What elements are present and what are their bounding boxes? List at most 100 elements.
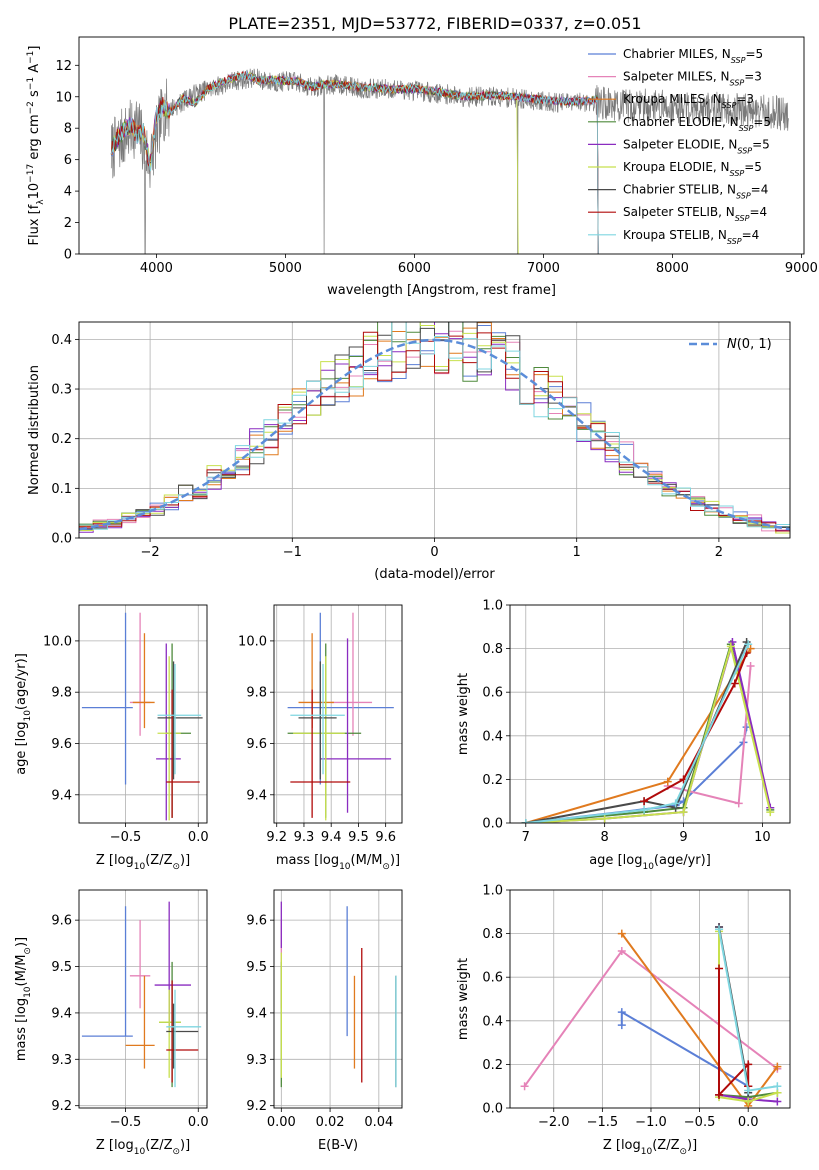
y-tick-label: 0.2 xyxy=(482,1058,503,1073)
axes-frame xyxy=(78,321,791,539)
y-tick-label: 9.6 xyxy=(246,914,267,929)
x-tick-label: −1.0 xyxy=(635,1115,667,1130)
y-tick-label: 9.4 xyxy=(51,1006,72,1021)
weight-marker xyxy=(728,638,737,647)
x-tick-label: 0.0 xyxy=(188,830,209,845)
label-part: Z [ xyxy=(96,1138,114,1153)
errorbar-kroupa-stelib xyxy=(166,989,202,1088)
errorbar-kroupa-stelib xyxy=(290,663,345,775)
x-tick-label: −2 xyxy=(141,545,160,560)
label-part: (M/M xyxy=(351,853,383,868)
x-tick-label: 9.2 xyxy=(266,830,287,845)
y-tick-label: 12 xyxy=(55,59,72,74)
label-part: mass weight xyxy=(456,958,471,1040)
label-part: Flux [f xyxy=(27,204,42,245)
legend-sub: SSP xyxy=(731,56,746,65)
y-tick-label: 0.4 xyxy=(482,729,503,744)
label-part: 10 xyxy=(27,183,42,200)
legend-model: Salpeter STELIB, N xyxy=(623,205,735,219)
errorbar-chabrier-stelib xyxy=(157,661,203,780)
label-part: Normed distribution xyxy=(27,365,42,495)
residual-hist-salpeter-elodie xyxy=(79,322,790,533)
x-tick-label: −1 xyxy=(283,545,302,560)
legend-nssp: =3 xyxy=(744,70,762,84)
y-tick-label: 9.4 xyxy=(246,1006,267,1021)
plot-area-mass_vs_ebv xyxy=(280,901,397,1088)
y-tick-label: 4 xyxy=(64,185,72,200)
y-tick-label: 0.2 xyxy=(482,773,503,788)
y-tick-label: 9.5 xyxy=(51,960,72,975)
legend-label: Salpeter STELIB, NSSP=4 xyxy=(623,205,767,223)
x-tick-label: 0.04 xyxy=(364,1115,393,1130)
errorbar-kroupa-elodie xyxy=(293,656,345,821)
errorbar-salpeter-stelib xyxy=(290,689,351,818)
legend-label: Kroupa MILES, NSSP=3 xyxy=(623,92,754,110)
label-part: 10 xyxy=(642,862,654,872)
axes-frame xyxy=(78,604,208,824)
weight-marker xyxy=(671,799,680,808)
x-axis-label: E(B-V) xyxy=(318,1138,358,1153)
label-part: )] xyxy=(390,853,400,868)
x-tick-label: 7 xyxy=(522,830,530,845)
label-part: ] xyxy=(27,46,42,51)
label-part: log xyxy=(621,1138,641,1153)
legend-sub: SSP xyxy=(727,236,742,245)
axes-frame xyxy=(78,36,805,255)
label-part: 10 xyxy=(23,710,33,722)
legend-nssp: =4 xyxy=(751,183,769,197)
weight-series-kroupa-stelib xyxy=(715,925,782,1095)
x-tick-label: 9 xyxy=(679,830,687,845)
y-axis-label: Normed distribution xyxy=(27,365,42,495)
y-tick-label: 9.3 xyxy=(246,1053,267,1068)
legend-model: Salpeter MILES, N xyxy=(623,70,730,84)
weight-marker xyxy=(766,808,775,817)
weight-marker xyxy=(617,947,626,956)
legend-label: N(0, 1) xyxy=(727,337,772,352)
label-part: log xyxy=(14,722,29,742)
legend-args: (0, 1) xyxy=(737,337,772,352)
label-part: (M/M xyxy=(14,955,29,987)
label-part: Z [ xyxy=(603,1138,621,1153)
weight-marker xyxy=(520,1082,529,1091)
label-part: 10 xyxy=(134,1147,146,1157)
legend-nssp: =5 xyxy=(745,47,763,61)
weight-marker xyxy=(773,1097,782,1106)
plot-area-weight_vs_Z xyxy=(520,923,782,1108)
legend-sub: SSP xyxy=(735,214,750,223)
panel-weight_vs_Z: −2.0 −1.5 −1.0 −0.5 0.0 0.0 0.2 0.4 0.6 0.8 1.0 Z [… xyxy=(456,884,791,1157)
label-part: wavelength [Angstrom, rest frame] xyxy=(327,283,556,298)
label-part: )] xyxy=(687,1138,697,1153)
x-tick-label: 9.3 xyxy=(294,830,315,845)
x-tick-label: 7000 xyxy=(527,261,560,276)
legend-sub: SSP xyxy=(730,169,745,178)
errorbar-salpeter-elodie xyxy=(320,638,392,813)
label-part: −2 xyxy=(26,101,36,114)
residual-hist-kroupa-stelib xyxy=(79,322,790,530)
x-tick-label: −0.5 xyxy=(110,830,142,845)
label-part: ⊙ xyxy=(172,1147,180,1157)
x-tick-label: 5000 xyxy=(269,261,302,276)
weight-marker xyxy=(715,964,724,973)
weight-marker xyxy=(734,799,743,808)
legend-nssp: =5 xyxy=(752,137,770,151)
y-tick-label: 0.8 xyxy=(482,927,503,942)
errorbar-salpeter-stelib xyxy=(166,689,200,818)
label-part: mass [ xyxy=(276,853,319,868)
weight-marker xyxy=(640,797,649,806)
x-axis-label: mass [log10(M/M⊙)] xyxy=(276,853,400,872)
weight-marker xyxy=(715,925,724,934)
x-tick-label: 9.4 xyxy=(321,830,342,845)
y-tick-label: 9.5 xyxy=(246,960,267,975)
x-axis-label: (data-model)/error xyxy=(374,567,495,582)
errorbar-kroupa-miles xyxy=(132,633,155,729)
weight-series-salpeter-stelib xyxy=(715,964,753,1099)
y-tick-label: 10.0 xyxy=(238,634,267,649)
errorbar-salpeter-miles xyxy=(331,612,373,736)
x-tick-label: −0.5 xyxy=(110,1115,142,1130)
label-part: 10 xyxy=(23,986,33,998)
weight-marker xyxy=(663,777,672,786)
label-part: (age/yr)] xyxy=(654,853,711,868)
x-axis-label: age [log10(age/yr)] xyxy=(589,853,711,872)
errorbar-salpeter-elodie xyxy=(156,643,181,821)
y-tick-label: 0.0 xyxy=(482,1102,503,1117)
